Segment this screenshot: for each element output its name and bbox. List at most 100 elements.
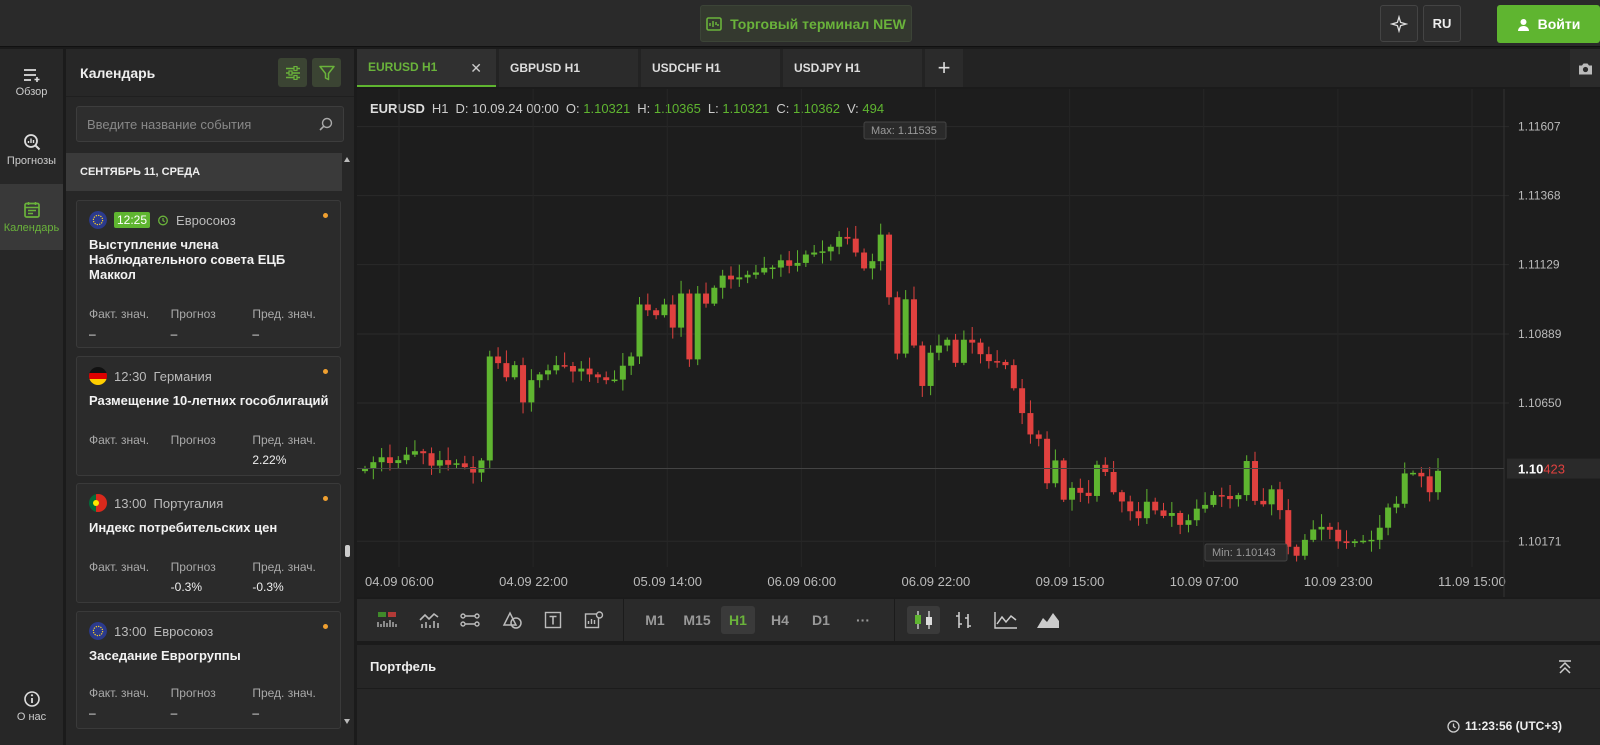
x-tick-label: 04.09 06:00 xyxy=(365,574,434,589)
tab-usdchf[interactable]: USDCHF H1 xyxy=(641,49,780,87)
event-card[interactable]: 12:30 Германия Размещение 10-летних госо… xyxy=(76,356,341,476)
candle xyxy=(395,460,402,464)
event-card[interactable]: 12:25 Евросоюз Выступление члена Наблюда… xyxy=(76,200,341,348)
candle xyxy=(1343,541,1350,544)
candle xyxy=(1393,503,1400,508)
timeframe-d1[interactable]: D1 xyxy=(804,606,838,634)
candle xyxy=(952,339,959,363)
timeframe-h4[interactable]: H4 xyxy=(763,606,797,634)
tab-usdjpy[interactable]: USDJPY H1 xyxy=(783,49,922,87)
importance-dot xyxy=(323,624,328,629)
login-label: Войти xyxy=(1537,16,1581,32)
nav-calendar[interactable]: Календарь xyxy=(0,184,63,250)
x-tick-label: 06.09 22:00 xyxy=(902,574,971,589)
ohlc-low-label: L: xyxy=(707,101,719,116)
scroll-thumb[interactable] xyxy=(345,545,350,557)
left-nav: Обзор Прогнозы Календарь О нас xyxy=(0,49,63,745)
line-tool-button[interactable] xyxy=(455,606,485,634)
nav-about[interactable]: О нас xyxy=(0,677,63,737)
actual-value: – xyxy=(89,327,96,341)
candle xyxy=(769,267,776,270)
candle xyxy=(1410,472,1417,475)
studies-button[interactable] xyxy=(414,606,444,634)
event-country: Евросоюз xyxy=(176,212,236,228)
actual-label: Факт. знач. xyxy=(89,560,150,574)
calendar-scrollbar[interactable] xyxy=(344,153,350,733)
event-country: Евросоюз xyxy=(153,623,214,639)
chart-settings-button[interactable] xyxy=(579,606,609,634)
candle xyxy=(420,451,427,454)
event-card[interactable]: 13:00 Евросоюз Заседание Еврогруппы Факт… xyxy=(76,611,341,729)
candle xyxy=(528,380,535,403)
candle xyxy=(902,299,909,354)
scroll-up-icon[interactable] xyxy=(344,157,350,162)
language-button[interactable]: RU xyxy=(1423,5,1461,42)
ohlc-high-label: H: xyxy=(637,101,651,116)
calendar-settings-button[interactable] xyxy=(278,58,307,87)
language-label: RU xyxy=(1432,16,1452,31)
event-values: Факт. знач. Прогноз Пред. знач. 2.22% xyxy=(89,433,334,467)
screenshot-button[interactable] xyxy=(1570,49,1600,87)
area-view-button[interactable] xyxy=(1033,606,1063,634)
line-view-button[interactable] xyxy=(991,606,1021,634)
more-label: ··· xyxy=(856,612,870,628)
actual-label: Факт. знач. xyxy=(89,686,150,700)
timeframe-m1[interactable]: M1 xyxy=(638,606,672,634)
candle xyxy=(1260,500,1267,505)
nav-calendar-label: Календарь xyxy=(3,221,60,234)
tab-eurusd[interactable]: EURUSD H1 ✕ xyxy=(357,49,496,87)
event-search-box xyxy=(76,106,344,142)
close-icon[interactable]: ✕ xyxy=(470,60,482,76)
event-meta: 13:00 Евросоюз xyxy=(89,622,213,640)
scroll-down-icon[interactable] xyxy=(344,719,350,724)
price-chart[interactable]: EURUSD H1 D: 10.09.24 00:00 O: 1.10321 H… xyxy=(357,89,1600,597)
candles-view-button[interactable] xyxy=(907,606,940,634)
timeframe-label: H4 xyxy=(771,612,789,628)
eu-flag-icon xyxy=(89,211,107,229)
x-tick-label: 09.09 15:00 xyxy=(1036,574,1105,589)
candle xyxy=(877,234,884,262)
add-tab-button[interactable]: + xyxy=(925,49,963,87)
candlestick-chart[interactable]: 1.11607 1.11368 1.11129 1.10889 1.10650 1.101… xyxy=(357,89,1600,597)
timeframe-h1[interactable]: H1 xyxy=(721,606,755,634)
previous-label: Пред. знач. xyxy=(252,433,316,447)
candle xyxy=(1202,504,1209,509)
event-search-input[interactable] xyxy=(77,107,307,141)
calendar-filter-button[interactable] xyxy=(312,58,341,87)
candle xyxy=(686,293,693,360)
x-tick-label: 06.09 06:00 xyxy=(767,574,836,589)
indicators-button[interactable] xyxy=(372,606,402,634)
forecast-label: Прогноз xyxy=(170,686,216,700)
user-icon xyxy=(1517,18,1529,31)
sparkle-icon xyxy=(1390,14,1408,33)
sparkle-button[interactable] xyxy=(1380,5,1418,42)
max-label-box xyxy=(863,121,947,140)
bars-view-button[interactable] xyxy=(949,606,979,634)
candle xyxy=(553,365,560,371)
event-title: Индекс потребительских цен xyxy=(89,520,278,535)
more-timeframes-button[interactable]: ··· xyxy=(846,606,880,634)
event-time: 12:25 xyxy=(114,212,151,228)
top-bar: Торговый терминал NEW RU Войти xyxy=(0,0,1600,47)
tab-gbpusd[interactable]: GBPUSD H1 xyxy=(499,49,638,87)
timeframe-m15[interactable]: M15 xyxy=(679,606,715,634)
actual-label: Факт. знач. xyxy=(89,307,150,321)
previous-label: Пред. знач. xyxy=(252,686,316,700)
login-button[interactable]: Войти xyxy=(1497,5,1600,43)
shapes-button[interactable] xyxy=(497,606,527,634)
candle xyxy=(861,252,868,269)
text-tool-button[interactable] xyxy=(538,606,568,634)
event-country: Германия xyxy=(153,368,212,384)
nav-overview[interactable]: Обзор xyxy=(0,50,63,116)
candle xyxy=(960,339,967,363)
event-title: Выступление члена Наблюдательного совета… xyxy=(89,237,286,282)
ohlc-readout: EURUSD H1 D: 10.09.24 00:00 O: 1.10321 H… xyxy=(370,101,884,116)
date-header-label: СЕНТЯБРЬ 11, СРЕДА xyxy=(80,166,201,178)
event-card[interactable]: 13:00 Португалия Индекс потребительских … xyxy=(76,483,341,603)
trading-terminal-button[interactable]: Торговый терминал NEW xyxy=(700,5,912,42)
search-icon[interactable] xyxy=(319,117,333,131)
candle xyxy=(1077,487,1084,493)
nav-forecasts[interactable]: Прогнозы xyxy=(0,117,63,183)
expand-panel-icon[interactable] xyxy=(1558,660,1572,674)
candle xyxy=(761,267,768,273)
